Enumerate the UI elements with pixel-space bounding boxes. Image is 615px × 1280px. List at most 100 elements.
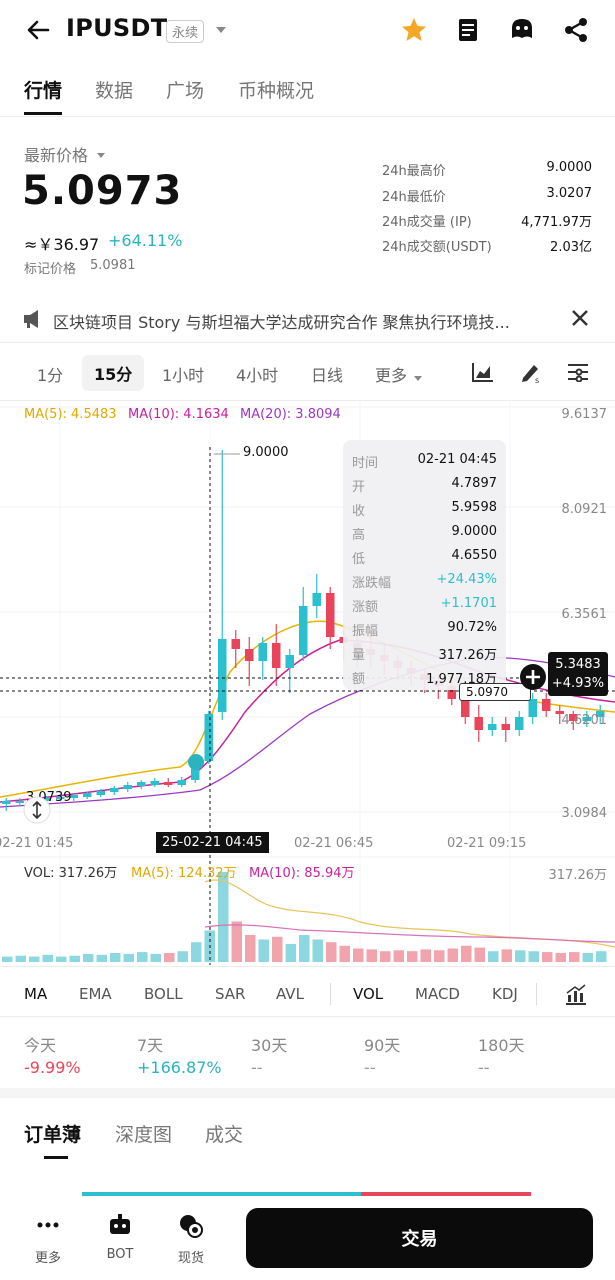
- candle-body: [137, 782, 146, 786]
- trade-button[interactable]: 交易: [246, 1208, 593, 1268]
- indicator-vol[interactable]: VOL: [353, 985, 384, 1003]
- volume-bar: [96, 954, 107, 962]
- candle-body: [218, 639, 227, 712]
- indicator-boll[interactable]: BOLL: [144, 985, 183, 1003]
- volume-bar: [56, 956, 67, 962]
- megaphone-icon: [22, 309, 44, 333]
- current-change: +4.93%: [551, 676, 605, 691]
- notebook-icon[interactable]: [452, 14, 484, 46]
- candle-body: [42, 798, 51, 801]
- section-gap: [0, 1088, 615, 1098]
- indicator-macd[interactable]: MACD: [415, 985, 460, 1003]
- more-button[interactable]: 更多: [24, 1213, 72, 1266]
- volume-bar: [542, 952, 553, 962]
- volume-bar: [434, 950, 445, 962]
- drag-handle-icon[interactable]: [23, 796, 51, 828]
- volume-bar: [393, 950, 404, 962]
- volume-bar: [366, 949, 377, 962]
- x-tick-label: 02-21 06:45: [294, 836, 374, 851]
- tab-data[interactable]: 数据: [95, 80, 134, 102]
- mark-price-value: 5.0981: [90, 258, 136, 273]
- volume-bar: [123, 953, 134, 962]
- candle-body: [83, 793, 92, 797]
- settings-sliders-icon[interactable]: [567, 362, 589, 386]
- period-more[interactable]: 更多: [375, 366, 408, 385]
- volume-bar: [137, 952, 148, 962]
- volume-bar: [339, 945, 350, 962]
- volume-bar: [42, 954, 53, 962]
- ma10-legend: MA(10): 4.1634: [128, 407, 229, 422]
- candle-body: [528, 699, 537, 717]
- candle-body: [110, 788, 119, 792]
- divider: [0, 400, 615, 401]
- divider: [0, 116, 615, 117]
- range-7d[interactable]: 7天 +166.87%: [137, 1036, 222, 1077]
- news-ticker[interactable]: 区块链项目 Story 与斯坦福大学达成研究合作 聚焦执行环境技...: [53, 313, 510, 332]
- volume-bar: [245, 935, 256, 962]
- dropdown-caret-icon[interactable]: [214, 22, 228, 41]
- tab-square[interactable]: 广场: [166, 80, 205, 102]
- candle-body: [177, 780, 186, 785]
- volume-bar: [528, 951, 539, 962]
- volume-bar: [83, 953, 94, 962]
- high-marker: 9.0000: [243, 445, 289, 460]
- ma20-legend: MA(20): 3.8094: [240, 407, 341, 422]
- volume-bar: [515, 950, 526, 962]
- close-icon[interactable]: [570, 308, 590, 332]
- buy-ratio-bar: [82, 1192, 361, 1196]
- current-line-label[interactable]: 5.0970: [459, 683, 531, 701]
- indicator-ma[interactable]: MA: [24, 985, 48, 1003]
- volume-bar: [380, 951, 391, 962]
- period-1m[interactable]: 1分: [37, 366, 64, 385]
- vol-ma10-line: [204, 924, 615, 943]
- period-15m[interactable]: 15分: [82, 355, 145, 391]
- period-1h[interactable]: 1小时: [162, 366, 205, 385]
- candle-body: [569, 714, 578, 721]
- chart-type-icon[interactable]: [472, 362, 494, 386]
- range-today[interactable]: 今天 -9.99%: [24, 1036, 81, 1077]
- indicator-ema[interactable]: EMA: [79, 985, 112, 1003]
- candle-body: [15, 801, 24, 803]
- share-icon[interactable]: [560, 14, 592, 46]
- period-4h[interactable]: 4小时: [236, 366, 279, 385]
- spot-button[interactable]: 现货: [167, 1213, 215, 1266]
- indicator-settings-icon[interactable]: [565, 983, 587, 1009]
- draw-tool-icon[interactable]: s: [519, 360, 543, 388]
- volume-bar: [474, 947, 485, 962]
- candle-body: [96, 791, 105, 795]
- candle-body: [299, 606, 308, 655]
- range-30d[interactable]: 30天 --: [251, 1036, 288, 1077]
- kline-chart[interactable]: [0, 402, 615, 965]
- volume-bar: [488, 951, 499, 962]
- tab-coin-overview[interactable]: 币种概况: [238, 80, 315, 102]
- bot-face-icon[interactable]: [506, 14, 538, 46]
- y-tick-label: 6.3561: [561, 607, 608, 622]
- tab-trades[interactable]: 成交: [205, 1124, 244, 1146]
- tab-active-indicator: [24, 112, 62, 115]
- back-arrow-icon[interactable]: [22, 14, 54, 46]
- dots-icon: [37, 1222, 59, 1228]
- x-tick-label: 02-21 01:45: [0, 836, 74, 851]
- candle-body: [191, 761, 200, 780]
- indicator-avl[interactable]: AVL: [276, 985, 304, 1003]
- volume-bar: [353, 948, 364, 962]
- latest-price-label[interactable]: 最新价格: [24, 146, 89, 165]
- indicator-sar[interactable]: SAR: [215, 985, 246, 1003]
- tab-orderbook[interactable]: 订单薄: [24, 1124, 82, 1146]
- tab-market[interactable]: 行情: [24, 80, 63, 102]
- volume-bar: [596, 951, 607, 962]
- current-price-tag: 5.3483 +4.93%: [548, 652, 608, 696]
- period-1d[interactable]: 日线: [311, 366, 344, 385]
- vol-legend: VOL: 317.26万: [24, 866, 118, 881]
- candle-body: [245, 649, 254, 661]
- indicator-kdj[interactable]: KDJ: [492, 985, 518, 1003]
- range-90d[interactable]: 90天 --: [364, 1036, 401, 1077]
- bot-button[interactable]: BOT: [96, 1213, 144, 1262]
- candle-body: [596, 711, 605, 717]
- candle-body: [272, 643, 281, 668]
- candle-body: [231, 639, 240, 649]
- star-icon[interactable]: [398, 14, 430, 46]
- tab-depth[interactable]: 深度图: [115, 1124, 173, 1146]
- add-order-icon[interactable]: [519, 663, 547, 695]
- range-180d[interactable]: 180天 --: [478, 1036, 525, 1077]
